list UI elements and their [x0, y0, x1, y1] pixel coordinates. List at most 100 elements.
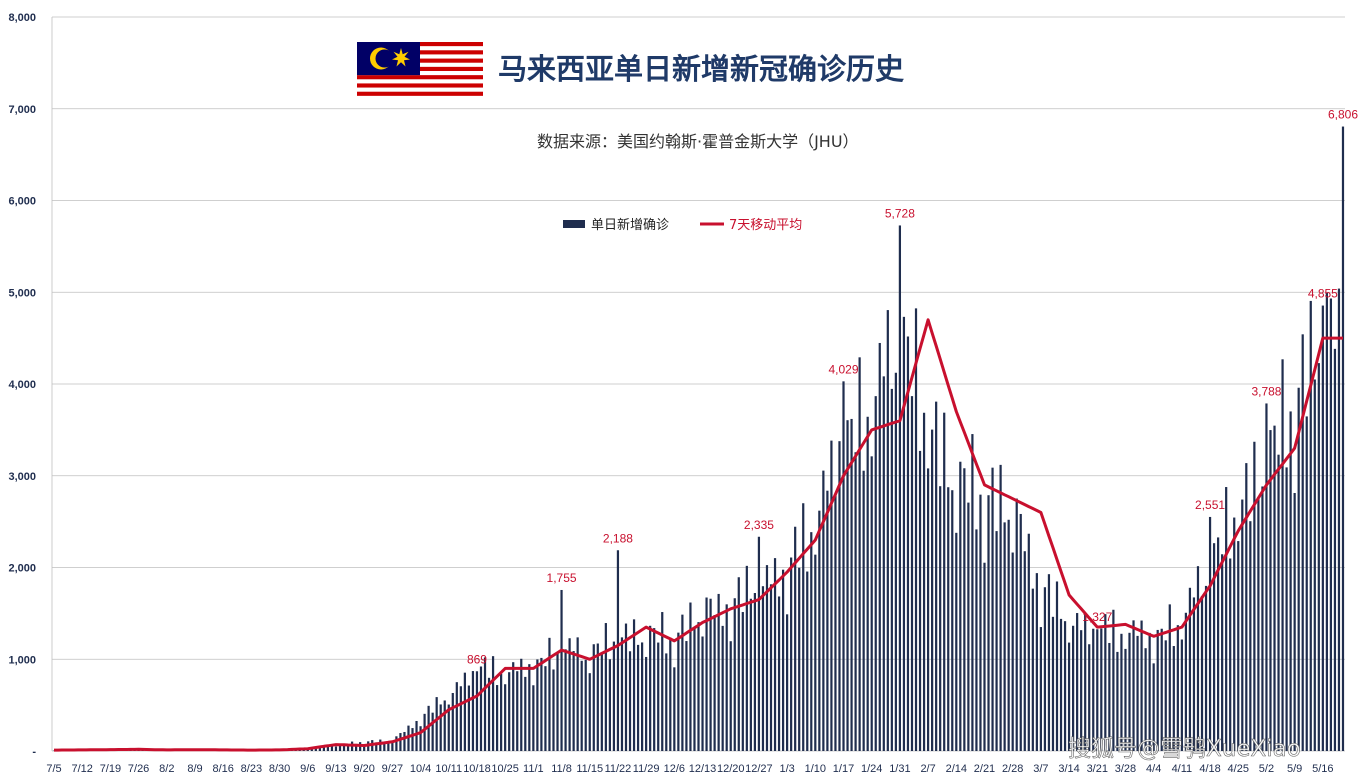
bar	[1164, 640, 1167, 751]
bar	[520, 658, 523, 751]
grid-lines	[51, 16, 1345, 752]
bar	[455, 682, 458, 751]
bar	[326, 746, 330, 751]
bar	[447, 704, 450, 751]
bar	[999, 464, 1002, 751]
bar	[1337, 288, 1341, 751]
bar	[1015, 498, 1018, 751]
bar	[491, 656, 495, 751]
peak-label: 2,188	[603, 531, 633, 545]
bar	[628, 651, 632, 751]
x-tick-label: 5/2	[1259, 763, 1274, 775]
bar	[866, 416, 869, 751]
bar	[725, 604, 728, 751]
bar	[608, 659, 611, 751]
bar	[1285, 467, 1288, 751]
y-tick-label: -	[32, 746, 36, 758]
x-tick-label: 12/13	[689, 763, 717, 775]
peak-label: 1,327	[1082, 610, 1112, 624]
bar	[935, 401, 938, 751]
bar	[786, 614, 789, 751]
bar	[431, 712, 434, 751]
bar	[1148, 632, 1151, 751]
bar	[826, 490, 829, 751]
bar	[443, 700, 446, 751]
x-tick-label: 11/22	[605, 763, 632, 775]
bar	[346, 744, 350, 751]
x-tick-label: 3/21	[1087, 763, 1108, 775]
bar	[967, 502, 970, 751]
bar	[1084, 614, 1087, 751]
x-tick-label: 5/9	[1287, 763, 1302, 775]
bar	[645, 656, 648, 751]
bar	[983, 562, 986, 751]
y-tick-label: 4,000	[8, 379, 36, 391]
x-tick-label: 12/20	[717, 763, 745, 775]
bar	[765, 565, 769, 751]
bar	[1180, 639, 1183, 751]
bar	[536, 659, 539, 751]
bar	[955, 532, 958, 751]
bar	[1289, 411, 1292, 751]
x-tick-label: 4/25	[1228, 763, 1249, 775]
bar	[415, 720, 418, 751]
bar	[810, 532, 813, 751]
bar	[1313, 379, 1316, 751]
bar	[898, 225, 902, 751]
x-tick-label: 10/4	[410, 763, 431, 775]
x-tick-label: 1/31	[889, 763, 910, 775]
bar	[914, 308, 918, 751]
bar	[838, 441, 841, 751]
bar	[777, 596, 781, 751]
bar	[1208, 516, 1212, 751]
bar	[1273, 425, 1276, 751]
bar	[1253, 441, 1256, 751]
bar	[403, 731, 406, 751]
bar	[721, 625, 724, 751]
bar	[596, 643, 599, 751]
bar	[423, 713, 426, 751]
bar	[1116, 651, 1119, 751]
bar	[1281, 359, 1284, 751]
x-tick-label: 8/2	[159, 763, 174, 775]
x-tick-label: 9/27	[382, 763, 403, 775]
bar	[1104, 614, 1107, 751]
bar	[894, 372, 897, 751]
legend-line-label: 7天移动平均	[729, 218, 802, 233]
bar	[741, 612, 744, 751]
bar	[1329, 298, 1333, 751]
bar	[1297, 387, 1300, 751]
peak-label: 2,335	[744, 518, 774, 532]
x-tick-label: 4/11	[1172, 763, 1193, 775]
bar	[665, 653, 668, 751]
bar	[661, 612, 664, 751]
bar	[1269, 430, 1272, 751]
bar	[1261, 486, 1264, 751]
bar	[592, 644, 595, 751]
bar	[1027, 533, 1030, 751]
y-tick-label: 7,000	[8, 104, 36, 116]
y-axis-ticks: - 1,000 2,000 3,000 4,000 5,000 6,000 7,000 8,00…	[8, 12, 36, 758]
bar	[387, 741, 390, 751]
bar	[874, 396, 877, 751]
bar	[931, 429, 934, 751]
bar	[399, 733, 402, 751]
bar	[552, 669, 555, 751]
x-tick-label: 3/7	[1033, 763, 1048, 775]
y-tick-label: 1,000	[8, 654, 36, 666]
x-tick-label: 12/27	[745, 763, 773, 775]
y-tick-label: 5,000	[8, 287, 36, 299]
bar	[963, 468, 966, 751]
bar	[383, 741, 386, 751]
bar	[1301, 334, 1304, 751]
bar	[818, 510, 821, 751]
bar	[1265, 403, 1268, 751]
bar	[1172, 646, 1175, 751]
bar	[749, 598, 752, 751]
bar	[636, 644, 640, 751]
bar	[858, 357, 861, 751]
bar	[1136, 635, 1139, 751]
bar	[568, 638, 571, 751]
bar	[1309, 300, 1312, 751]
x-tick-label: 3/14	[1058, 763, 1079, 775]
